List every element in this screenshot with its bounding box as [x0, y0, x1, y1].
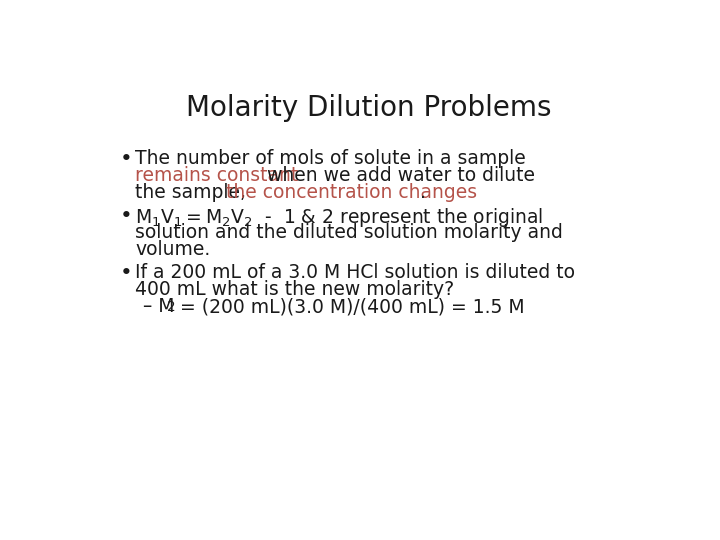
Text: when we add water to dilute: when we add water to dilute — [261, 166, 536, 185]
Text: •: • — [120, 150, 132, 170]
Text: 2: 2 — [167, 300, 176, 314]
Text: remains constant: remains constant — [135, 166, 298, 185]
Text: the concentration changes: the concentration changes — [225, 184, 477, 202]
Text: Molarity Dilution Problems: Molarity Dilution Problems — [186, 94, 552, 122]
Text: volume.: volume. — [135, 240, 210, 259]
Text: the sample,: the sample, — [135, 184, 252, 202]
Text: = (200 mL)(3.0 M)/(400 mL) = 1.5 M: = (200 mL)(3.0 M)/(400 mL) = 1.5 M — [174, 298, 524, 316]
Text: •: • — [120, 264, 132, 284]
Text: solution and the diluted solution molarity and: solution and the diluted solution molari… — [135, 224, 563, 242]
Text: •: • — [120, 206, 132, 226]
Text: .: . — [420, 184, 426, 202]
Text: The number of mols of solute in a sample: The number of mols of solute in a sample — [135, 150, 526, 168]
Text: – M: – M — [143, 298, 174, 316]
Text: 400 mL what is the new molarity?: 400 mL what is the new molarity? — [135, 280, 454, 299]
Text: $\mathsf{M_1V_1 = M_2V_2}$  -  1 & 2 represent the original: $\mathsf{M_1V_1 = M_2V_2}$ - 1 & 2 repre… — [135, 206, 543, 230]
Text: If a 200 mL of a 3.0 M HCl solution is diluted to: If a 200 mL of a 3.0 M HCl solution is d… — [135, 264, 575, 282]
